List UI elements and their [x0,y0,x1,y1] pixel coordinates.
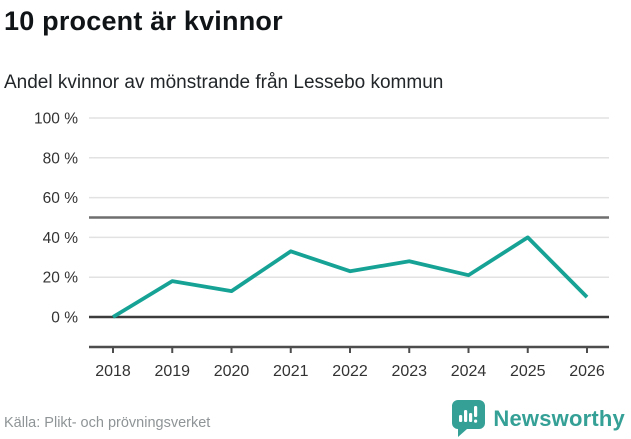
page-title: 10 procent är kvinnor [4,6,283,36]
y-tick-label-0: 0 % [51,310,78,327]
y-tick-label-20: 20 % [43,270,79,287]
x-tick-label-2022: 2022 [332,363,368,380]
y-tick-label-40: 40 % [43,230,79,247]
x-tick-label-2024: 2024 [451,363,487,380]
x-tick-label-2019: 2019 [154,363,190,380]
page-subtitle: Andel kvinnor av mönstrande från Lessebo… [4,72,444,93]
x-tick-label-2021: 2021 [273,363,309,380]
x-tick-label-2025: 2025 [510,363,546,380]
x-tick-label-2020: 2020 [214,363,250,380]
speech-bubble-shape [452,400,486,437]
bar-chart-glyph [459,406,478,423]
y-tick-label-100: 100 % [34,111,78,128]
y-tick-label-80: 80 % [43,150,79,167]
newsworthy-logo: Newsworthy [452,400,625,437]
source-note: Källa: Plikt- och prövningsverket [4,415,211,431]
x-tick-label-2026: 2026 [569,363,605,380]
data-series-line [112,235,589,319]
y-tick-label-60: 60 % [43,190,79,207]
newsworthy-logo-icon [452,400,486,437]
x-tick-label-2023: 2023 [391,363,427,380]
newsworthy-logo-text: Newsworthy [493,405,625,431]
x-tick-label-2018: 2018 [95,363,131,380]
